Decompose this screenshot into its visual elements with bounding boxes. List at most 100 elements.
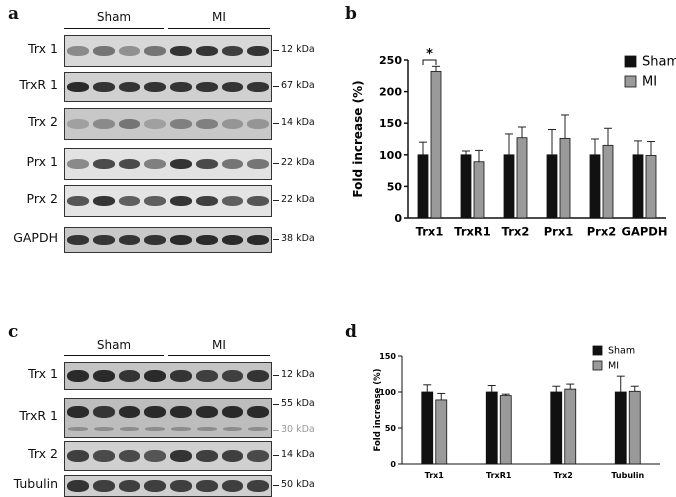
- blot-band: [92, 480, 115, 492]
- kda-tick: [273, 485, 279, 486]
- significance-bracket: [422, 59, 437, 65]
- blot-band: [195, 196, 218, 206]
- blot-band: [195, 82, 218, 92]
- legend-swatch-sham: [592, 345, 603, 356]
- blot-label: GAPDH: [13, 230, 58, 245]
- blot-band: [118, 235, 141, 245]
- y-tick-label: 100: [379, 388, 396, 397]
- blot-band: [118, 119, 141, 129]
- legend-label-sham: Sham: [642, 54, 676, 69]
- blot-label: Trx 2: [28, 446, 58, 461]
- blot-label: TrxR 1: [19, 77, 58, 92]
- blot-band: [92, 196, 115, 206]
- blot-band: [170, 196, 192, 206]
- blot-band-lower: [248, 427, 268, 431]
- legend-swatch-sham: [624, 55, 637, 68]
- blot-band: [247, 480, 269, 492]
- blot-band: [221, 406, 244, 418]
- bar-mi: [602, 144, 614, 219]
- bar-sham: [417, 154, 429, 219]
- blot-band-lower: [222, 427, 243, 431]
- kda-label: 38 kDa: [281, 233, 315, 244]
- kda-label: 30 kDa: [281, 424, 315, 435]
- group-line-sham-c: [64, 355, 164, 356]
- blot-band: [92, 406, 115, 418]
- kda-label: 14 kDa: [281, 449, 315, 460]
- blot-band: [144, 406, 166, 418]
- blot-band: [247, 406, 269, 418]
- blot-band: [144, 480, 166, 492]
- blot-band: [221, 370, 244, 382]
- x-tick-label: Prx1: [544, 225, 574, 239]
- panel-c-letter: c: [8, 322, 19, 342]
- blot-label: Prx 1: [26, 154, 58, 169]
- blot-band: [118, 82, 141, 92]
- blot-band: [195, 46, 218, 56]
- kda-tick: [273, 430, 279, 431]
- blot-band: [92, 119, 115, 129]
- x-tick-label: GAPDH: [622, 225, 668, 239]
- group-label-sham: Sham: [96, 10, 132, 24]
- blot-band: [170, 406, 192, 418]
- kda-tick: [273, 123, 279, 124]
- blot-band: [67, 480, 89, 492]
- blot-band: [170, 159, 192, 169]
- y-axis-label: Fold increase (%): [351, 80, 365, 197]
- blot-band: [221, 159, 244, 169]
- blot-band: [118, 406, 141, 418]
- blot-label: Trx 1: [28, 41, 58, 56]
- bar-mi: [628, 390, 641, 465]
- blot-band: [247, 370, 269, 382]
- blot-band: [170, 82, 192, 92]
- blot-band: [247, 196, 269, 206]
- blot-band: [170, 370, 192, 382]
- panel-d-letter: d: [345, 322, 357, 342]
- bar-mi: [645, 155, 657, 219]
- y-tick-label: 0: [390, 460, 396, 469]
- blot-band: [118, 159, 141, 169]
- blot-band: [67, 119, 89, 129]
- blot-label: Trx 2: [28, 114, 58, 129]
- blot-band: [221, 235, 244, 245]
- blot-band-lower: [145, 427, 165, 431]
- legend-swatch-mi: [624, 75, 637, 88]
- blot-band: [221, 196, 244, 206]
- y-tick-label: 150: [379, 117, 402, 130]
- blot-strip: [64, 148, 272, 180]
- kda-tick: [273, 404, 279, 405]
- kda-label: 67 kDa: [281, 80, 315, 91]
- kda-label: 22 kDa: [281, 157, 315, 168]
- blot-band: [92, 159, 115, 169]
- bar-sham: [546, 154, 558, 219]
- blot-band: [221, 46, 244, 56]
- blot-band: [144, 159, 166, 169]
- kda-label: 12 kDa: [281, 369, 315, 380]
- x-tick-label: TrxR1: [486, 471, 512, 480]
- y-tick-label: 200: [379, 86, 402, 99]
- blot-strip: [64, 475, 272, 497]
- x-tick-label: TrxR1: [454, 225, 491, 239]
- x-tick-label: Trx1: [416, 225, 444, 239]
- y-tick-label: 50: [385, 424, 397, 433]
- bar-sham: [614, 391, 627, 465]
- legend-label-sham: Sham: [608, 346, 635, 357]
- group-label-mi: MI: [212, 10, 226, 24]
- blot-band: [67, 46, 89, 56]
- legend-label-mi: MI: [642, 74, 657, 89]
- bar-chart-b: 0 50 100 150 200 250 Fold increase (%) Trx1 TrxR…: [351, 47, 676, 239]
- blot-band: [170, 46, 192, 56]
- blot-band: [67, 235, 89, 245]
- y-tick-label: 100: [379, 149, 402, 162]
- blot-band: [144, 370, 166, 382]
- blot-band: [195, 119, 218, 129]
- kda-label: 12 kDa: [281, 44, 315, 55]
- kda-label: 55 kDa: [281, 398, 315, 409]
- kda-label: 22 kDa: [281, 194, 315, 205]
- x-tick-label: Tubulin: [611, 471, 644, 480]
- group-label-mi-c: MI: [212, 338, 226, 352]
- blot-band: [195, 406, 218, 418]
- kda-tick: [273, 455, 279, 456]
- blot-band: [170, 235, 192, 245]
- group-line-sham: [64, 28, 164, 29]
- kda-tick: [273, 200, 279, 201]
